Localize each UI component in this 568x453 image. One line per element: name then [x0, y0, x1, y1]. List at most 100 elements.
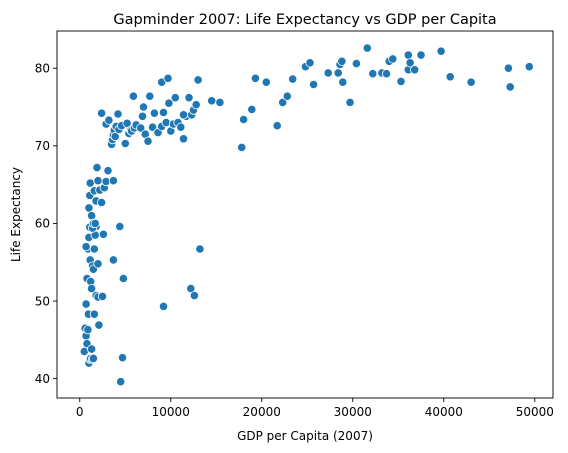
x-tick-label-1: 10000: [152, 405, 190, 419]
data-point-143: [503, 63, 513, 73]
data-point-31: [98, 229, 109, 239]
data-point-110: [239, 114, 249, 125]
x-tick-label-2: 20000: [243, 405, 281, 419]
data-point-47: [103, 166, 113, 176]
data-point-119: [305, 58, 315, 68]
data-point-111: [247, 104, 257, 115]
data-point-72: [128, 91, 138, 101]
data-point-141: [445, 72, 455, 82]
data-point-55: [97, 108, 107, 118]
data-point-64: [113, 109, 123, 119]
data-point-136: [403, 50, 413, 60]
data-point-100: [207, 96, 217, 106]
x-tick-label-5: 50000: [516, 405, 554, 419]
data-point-101: [215, 97, 225, 108]
data-point-113: [261, 77, 271, 87]
data-point-44: [97, 197, 107, 208]
y-tick-label-1: 50: [35, 294, 50, 308]
data-point-82: [149, 108, 159, 118]
data-point-104: [178, 110, 189, 120]
data-point-137: [405, 58, 415, 68]
data-point-67: [120, 138, 130, 149]
data-point-26: [89, 244, 99, 254]
data-point-127: [351, 58, 361, 69]
data-point-62: [110, 131, 120, 142]
data-point-115: [278, 97, 288, 108]
data-point-85: [158, 107, 169, 118]
y-tick-label-4: 80: [35, 62, 50, 76]
data-point-53: [117, 353, 128, 363]
x-tick-label-0: 0: [76, 405, 84, 419]
data-point-87: [164, 98, 174, 108]
data-point-9: [87, 344, 97, 354]
data-point-108: [195, 244, 205, 254]
data-point-23: [87, 283, 97, 294]
data-point-109: [237, 142, 247, 152]
x-tick-label-3: 30000: [334, 405, 372, 419]
data-point-117: [288, 74, 298, 84]
data-point-131: [381, 69, 392, 79]
data-point-121: [323, 68, 333, 78]
y-tick-label-3: 70: [35, 139, 50, 153]
data-point-142: [466, 77, 476, 87]
data-point-95: [184, 93, 194, 103]
y-axis-label: Life Expectancy: [9, 167, 23, 262]
data-point-140: [436, 46, 446, 56]
data-point-49: [90, 218, 100, 228]
data-point-116: [282, 91, 292, 101]
data-point-129: [368, 69, 378, 79]
x-axis-label: GDP per Capita (2007): [237, 429, 373, 443]
data-point-11: [88, 353, 99, 363]
data-point-90: [170, 93, 180, 103]
data-point-76: [137, 111, 148, 121]
data-point-92: [176, 122, 186, 132]
data-point-4: [83, 325, 93, 335]
data-point-77: [138, 102, 149, 112]
data-point-32: [81, 242, 91, 252]
data-point-103: [163, 73, 173, 83]
data-point-48: [108, 176, 119, 186]
y-axis-ticks: 40 50 60 70 80: [35, 62, 57, 386]
data-point-54: [116, 377, 126, 387]
data-point-125: [338, 77, 348, 87]
y-tick-label-2: 60: [35, 217, 50, 231]
data-point-114: [272, 121, 282, 131]
data-point-42: [93, 176, 103, 186]
data-point-122: [333, 68, 343, 78]
data-point-145: [524, 62, 534, 72]
data-point-107: [189, 290, 199, 301]
data-point-50: [108, 255, 119, 265]
data-point-15: [94, 320, 104, 330]
data-point-126: [345, 97, 355, 108]
chart-title: Gapminder 2007: Life Expectancy vs GDP p…: [113, 12, 496, 28]
data-point-133: [388, 54, 398, 64]
data-point-75: [136, 123, 146, 133]
data-point-30: [97, 291, 108, 301]
data-point-144: [505, 82, 515, 92]
data-point-112: [250, 73, 260, 83]
data-point-139: [416, 50, 426, 60]
data-point-80: [145, 91, 155, 101]
data-point-138: [410, 65, 420, 75]
data-point-128: [362, 43, 372, 53]
x-tick-label-4: 40000: [425, 405, 463, 419]
data-point-57: [104, 115, 114, 125]
data-point-79: [143, 136, 153, 146]
data-point-16: [81, 299, 91, 309]
data-points: [79, 43, 534, 387]
x-axis-ticks: 0 10000 20000 30000 40000 50000: [76, 398, 554, 419]
data-point-98: [191, 100, 201, 110]
plot-frame: [56, 30, 554, 399]
data-point-105: [158, 301, 169, 311]
data-point-51: [115, 221, 125, 232]
data-point-134: [396, 76, 406, 87]
data-point-36: [85, 178, 95, 188]
data-point-124: [337, 56, 347, 66]
data-point-99: [193, 75, 203, 85]
data-point-120: [308, 79, 319, 90]
data-point-52: [118, 273, 129, 284]
data-point-29: [93, 259, 103, 269]
data-point-93: [178, 134, 189, 144]
data-point-41: [92, 163, 102, 173]
